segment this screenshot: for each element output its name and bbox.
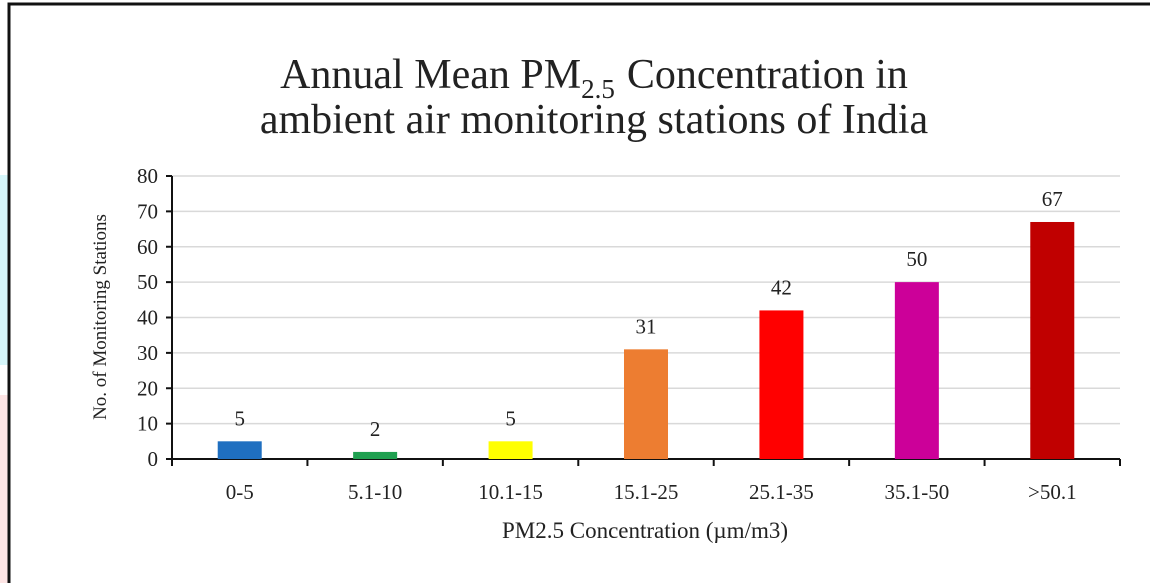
bar xyxy=(894,282,939,459)
x-tick-label: 5.1-10 xyxy=(348,480,402,504)
x-tick-label: >50.1 xyxy=(1028,480,1077,504)
x-tick-label: 0-5 xyxy=(226,480,254,504)
x-tick-label: 25.1-35 xyxy=(749,480,814,504)
bar xyxy=(624,349,668,459)
title-subscript: 2.5 xyxy=(581,74,615,104)
x-tick-label: 35.1-50 xyxy=(884,480,949,504)
title-part: Annual Mean PM xyxy=(280,52,581,98)
data-label: 31 xyxy=(636,314,657,338)
data-label: 67 xyxy=(1042,187,1063,211)
y-axis-label: No. of Monitoring Stations xyxy=(90,214,111,420)
frame xyxy=(7,2,1150,583)
y-tick-label: 30 xyxy=(137,341,158,365)
bar xyxy=(488,441,533,459)
y-tick-label: 20 xyxy=(137,376,158,400)
y-tick-label: 80 xyxy=(137,164,158,188)
y-tick-label: 70 xyxy=(137,199,158,223)
x-axis-label: PM2.5 Concentration (µm/m3) xyxy=(502,518,788,543)
title-part: Concentration in xyxy=(627,52,908,98)
data-label: 42 xyxy=(771,275,792,299)
chart-title: ambient air monitoring stations of India xyxy=(260,97,929,143)
bar xyxy=(759,310,804,459)
bar xyxy=(353,451,398,459)
y-tick-label: 10 xyxy=(137,412,158,436)
bar xyxy=(217,441,262,459)
data-label: 5 xyxy=(234,406,245,430)
y-tick-label: 60 xyxy=(137,235,158,259)
edge-strip xyxy=(0,175,10,365)
y-tick-label: 40 xyxy=(137,306,158,330)
data-label: 5 xyxy=(505,406,516,430)
y-tick-label: 50 xyxy=(137,270,158,294)
x-tick-label: 10.1-15 xyxy=(478,480,543,504)
chart-title: Annual Mean PM2.5 Concentration in xyxy=(280,52,908,104)
bar xyxy=(1030,221,1075,459)
x-tick-label: 15.1-25 xyxy=(614,480,679,504)
data-label: 2 xyxy=(370,417,381,441)
y-tick-label: 0 xyxy=(148,447,159,471)
edge-strip xyxy=(0,395,10,583)
data-label: 50 xyxy=(906,247,927,271)
